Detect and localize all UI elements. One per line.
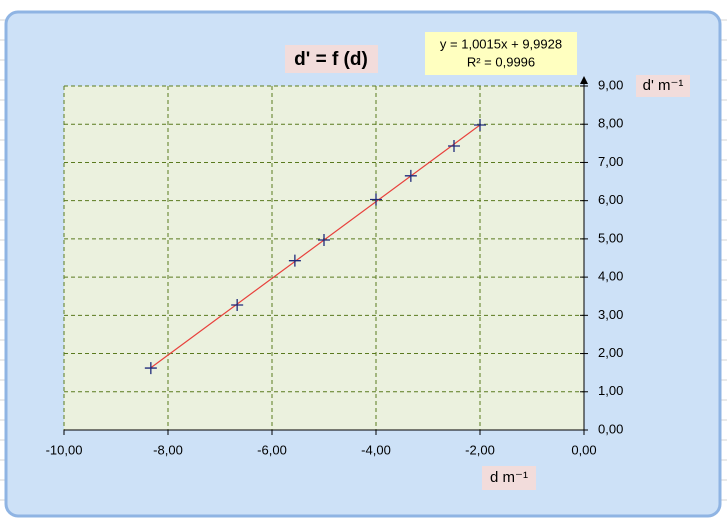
point <box>448 140 460 153</box>
y-tick-label: 7,00 <box>598 154 623 169</box>
chart-title: d' = f (d) <box>294 49 368 70</box>
x-tick-label: -6,00 <box>257 442 287 457</box>
point <box>288 254 301 267</box>
x-tick-label: -4,00 <box>361 442 391 457</box>
x-axis-label: d m⁻¹ <box>490 469 528 486</box>
trend-equation: y = 1,0015x + 9,9928 <box>440 36 562 51</box>
y-label-box <box>636 75 690 97</box>
y-tick-label: 1,00 <box>598 383 623 398</box>
point <box>318 234 330 247</box>
trendline <box>150 124 481 369</box>
y-tick-label: 6,00 <box>598 192 623 207</box>
equation-box <box>425 32 577 75</box>
y-tick-label: 5,00 <box>598 230 623 245</box>
point <box>474 118 486 131</box>
x-tick-label: -2,00 <box>465 442 495 457</box>
y-tick-label: 0,00 <box>598 421 623 436</box>
x-tick-label: 0,00 <box>571 442 596 457</box>
y-tick-label: 2,00 <box>598 345 623 360</box>
point <box>404 169 417 182</box>
y-axis-label: d' m⁻¹ <box>643 77 684 94</box>
x-label-box <box>482 466 536 490</box>
point <box>231 299 244 312</box>
point <box>144 362 157 375</box>
plot-area <box>64 86 584 430</box>
title-box <box>285 45 378 73</box>
y-tick-label: 3,00 <box>598 307 623 322</box>
y-axis-arrow <box>580 76 588 84</box>
x-tick-label: -10,00 <box>46 442 83 457</box>
point <box>370 193 382 206</box>
y-tick-label: 8,00 <box>598 116 623 131</box>
y-tick-label: 9,00 <box>598 77 623 92</box>
x-tick-label: -8,00 <box>153 442 183 457</box>
trend-r2: R² = 0,9996 <box>467 54 535 69</box>
y-tick-label: 4,00 <box>598 269 623 284</box>
